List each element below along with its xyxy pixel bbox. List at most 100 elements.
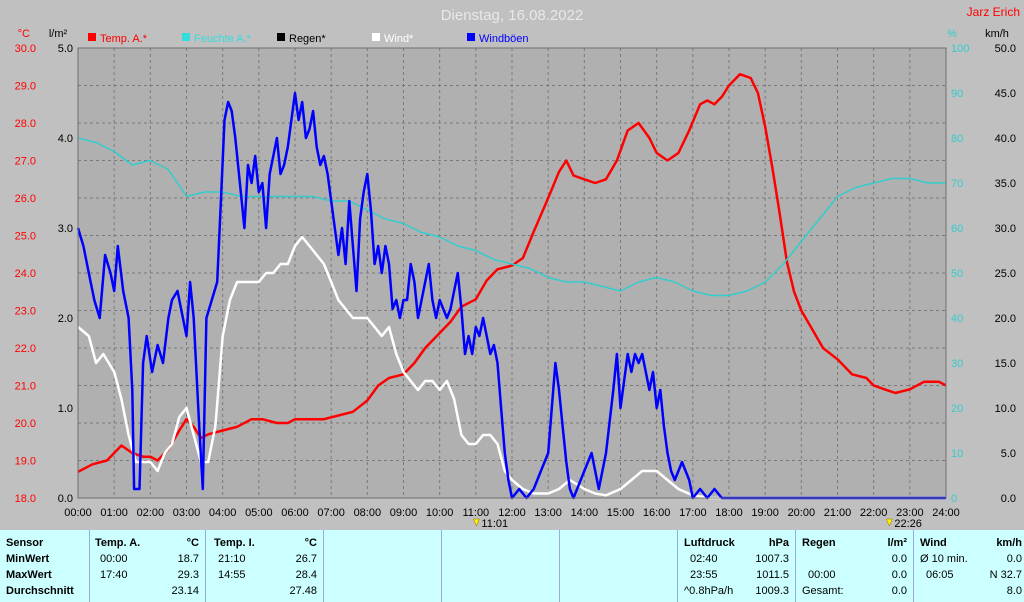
rain-max-value: 0.0: [891, 569, 907, 581]
wind-tick-label: 50.0: [995, 43, 1016, 55]
temp-a-max-value: 29.3: [177, 569, 199, 581]
pressure-max-time: 23:55: [690, 569, 718, 581]
wind-tick-label: 35.0: [995, 178, 1016, 190]
rain-column: Regen l/m² 0.0 00:00 0.0 Gesamt: 0.0: [796, 530, 914, 602]
rain-unit: l/m²: [887, 537, 907, 549]
plot-frame: [77, 47, 947, 499]
x-tick-label: 20:00: [788, 507, 816, 519]
rain-tick-label: 2.0: [58, 313, 73, 325]
x-tick-label: 05:00: [245, 507, 273, 519]
axes-layer: 00:00 01:00 02:00 03:00 04:00 05:00 06:00 07:00…: [15, 43, 1016, 530]
wind-avg-label: Ø 10 min.: [920, 553, 968, 565]
x-tick-label: 10:00: [426, 507, 454, 519]
station-name: Jarz Erich: [967, 5, 1020, 19]
wind-axis-unit: km/h: [985, 28, 1009, 40]
legend-label: Feuchte A.*: [194, 33, 252, 45]
x-tick-label: 07:00: [317, 507, 345, 519]
humidity-tick-label: 80: [951, 133, 963, 145]
pressure-unit: hPa: [768, 537, 789, 549]
temp-i-max-value: 28.4: [295, 569, 317, 581]
humidity-tick-label: 70: [951, 178, 963, 190]
rain-total: 0.0: [891, 585, 907, 597]
temp-tick-label: 25.0: [15, 231, 36, 243]
grid: [78, 48, 946, 498]
marker-icon: [885, 518, 893, 527]
temp-i-column: Temp. I. °C 21:10 26.7 14:55 28.4 27.48: [206, 530, 324, 602]
statistics-panel: Sensor MinWert MaxWert Durchschnitt Temp…: [0, 530, 1024, 602]
x-tick-label: 14:00: [571, 507, 599, 519]
legend-swatch: [467, 33, 475, 41]
pressure-min-time: 02:40: [690, 553, 718, 565]
temp-axis-unit: °C: [18, 28, 30, 40]
humidity-tick-label: 10: [951, 448, 963, 460]
empty-column-1: [324, 530, 442, 602]
temp-tick-label: 28.0: [15, 118, 36, 130]
temp-tick-label: 21.0: [15, 381, 36, 393]
temp-tick-label: 22.0: [15, 343, 36, 355]
temp-tick-label: 29.0: [15, 81, 36, 93]
empty-column-2: [442, 530, 560, 602]
humidity-tick-label: 0: [951, 493, 957, 505]
wind-column: Wind km/h Ø 10 min. 0.0 06:05 N 32.7 8.0: [914, 530, 1024, 602]
row-label-avg: Durchschnitt: [6, 585, 74, 597]
humidity-tick-label: 100: [951, 43, 969, 55]
temp-tick-label: 30.0: [15, 43, 36, 55]
legend-swatch: [88, 33, 96, 41]
x-tick-label: 11:00: [462, 507, 489, 519]
wind-header: Wind: [920, 537, 947, 549]
x-tick-label: 09:00: [390, 507, 418, 519]
temp-a-column: Temp. A. °C 00:00 18.7 17:40 29.3 23.14: [90, 530, 206, 602]
temp-tick-label: 26.0: [15, 193, 36, 205]
rain-tick-label: 3.0: [58, 223, 73, 235]
wind-max-time: 06:05: [926, 569, 954, 581]
rain-max-time: 00:00: [808, 569, 836, 581]
wind-tick-label: 45.0: [995, 88, 1016, 100]
temp-a-header: Temp. A.: [95, 537, 141, 549]
temp-i-unit: °C: [304, 537, 317, 549]
temp-i-min-value: 26.7: [295, 553, 317, 565]
temp-tick-label: 24.0: [15, 268, 36, 280]
pressure-column: Luftdruck hPa 02:40 1007.3 23:55 1011.5 …: [678, 530, 796, 602]
legend-label: Wind*: [384, 33, 414, 45]
temp-tick-label: 18.0: [15, 493, 36, 505]
wind-tick-label: 0.0: [1001, 493, 1016, 505]
sensor-header: Sensor: [6, 537, 44, 549]
chart-title: Dienstag, 16.08.2022: [441, 7, 584, 24]
pressure-min-value: 1007.3: [755, 553, 789, 565]
temp-i-average: 27.48: [289, 585, 317, 597]
x-tick-label: 16:00: [643, 507, 671, 519]
wind-tick-label: 15.0: [995, 358, 1016, 370]
temp-tick-label: 20.0: [15, 418, 36, 430]
temp-i-header: Temp. I.: [214, 537, 255, 549]
marker-label: 22:26: [894, 518, 922, 530]
legend: Temp. A.* Feuchte A.* Regen* Wind* Windböen: [88, 33, 529, 45]
rain-tick-label: 4.0: [58, 133, 73, 145]
humidity-tick-label: 90: [951, 88, 963, 100]
series-line-windb-en: [76, 91, 946, 500]
legend-label: Windböen: [479, 33, 529, 45]
wind-tick-label: 10.0: [995, 403, 1016, 415]
wind-average: 8.0: [1006, 585, 1022, 597]
humidity-tick-label: 40: [951, 313, 963, 325]
x-tick-label: 24:00: [932, 507, 960, 519]
x-tick-label: 19:00: [751, 507, 779, 519]
x-tick-label: 01:00: [100, 507, 128, 519]
weather-chart: 00:00 01:00 02:00 03:00 04:00 05:00 06:00 07:00…: [14, 5, 1020, 530]
temp-tick-label: 27.0: [15, 156, 36, 168]
x-tick-label: 00:00: [64, 507, 92, 519]
rain-axis-unit: l/m²: [49, 28, 68, 40]
x-tick-label: 17:00: [679, 507, 707, 519]
x-tick-label: 04:00: [209, 507, 237, 519]
wind-tick-label: 5.0: [1001, 448, 1016, 460]
x-tick-label: 02:00: [137, 507, 165, 519]
row-label-max: MaxWert: [6, 569, 52, 581]
temp-i-max-time: 14:55: [218, 569, 246, 581]
wind-tick-label: 40.0: [995, 133, 1016, 145]
rain-tick-label: 0.0: [58, 493, 73, 505]
wind-max-value: N 32.7: [989, 569, 1022, 581]
x-tick-label: 06:00: [281, 507, 309, 519]
pressure-header: Luftdruck: [684, 537, 735, 549]
wind-tick-label: 30.0: [995, 223, 1016, 235]
pressure-max-value: 1011.5: [756, 569, 789, 581]
rain-total-label: Gesamt:: [802, 585, 844, 597]
